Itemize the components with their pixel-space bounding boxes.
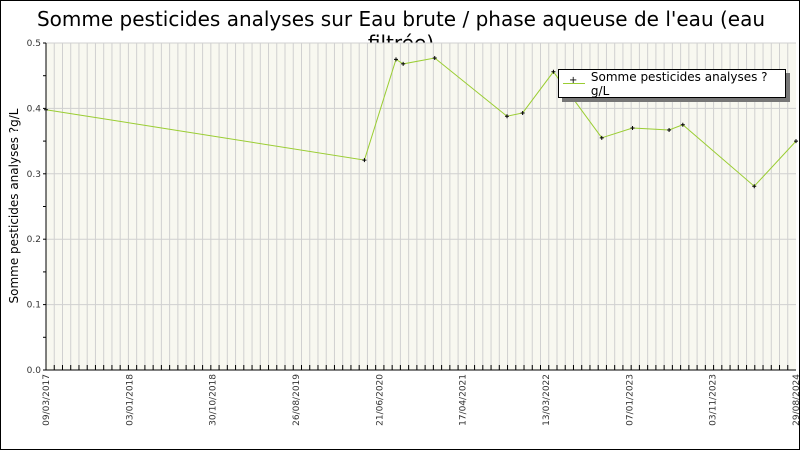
data-point — [394, 57, 398, 62]
y-axis-label: Somme pesticides analyses ?g/L — [7, 108, 21, 303]
y-tick-label: 0.3 — [27, 170, 41, 180]
series-line — [45, 57, 797, 187]
data-point — [680, 122, 685, 127]
data-point — [362, 158, 367, 163]
x-tick-label: 29/08/2024 — [792, 374, 800, 426]
x-tick-label: 09/03/2017 — [42, 374, 52, 426]
data-point — [504, 114, 509, 119]
data-point — [44, 107, 48, 112]
x-tick-label: 17/04/2021 — [459, 374, 469, 426]
x-tick-label: 03/11/2023 — [709, 374, 719, 426]
y-tick-label: 0.1 — [27, 301, 41, 311]
data-point — [794, 139, 798, 144]
legend: Somme pesticides analyses ?g/L — [558, 69, 786, 98]
x-tick-label: 13/03/2022 — [542, 374, 552, 426]
y-tick-label: 0.0 — [27, 366, 42, 376]
legend-swatch — [563, 75, 585, 86]
data-point — [599, 135, 604, 140]
data-point — [667, 127, 672, 132]
data-point — [432, 56, 437, 61]
y-tick-label: 0.5 — [27, 39, 41, 49]
data-point — [752, 184, 757, 189]
data-point — [401, 61, 406, 66]
y-tick-label: 0.2 — [27, 235, 41, 245]
data-point — [551, 69, 556, 74]
x-tick-label: 07/01/2023 — [625, 374, 635, 426]
x-tick-label: 21/06/2020 — [375, 374, 385, 426]
x-tick-label: 26/08/2019 — [292, 374, 302, 426]
data-point — [630, 126, 635, 131]
x-tick-label: 03/01/2018 — [125, 374, 135, 426]
y-tick-label: 0.4 — [27, 104, 42, 114]
legend-label: Somme pesticides analyses ?g/L — [590, 69, 768, 98]
data-point — [520, 110, 525, 115]
x-tick-label: 30/10/2018 — [209, 374, 219, 426]
